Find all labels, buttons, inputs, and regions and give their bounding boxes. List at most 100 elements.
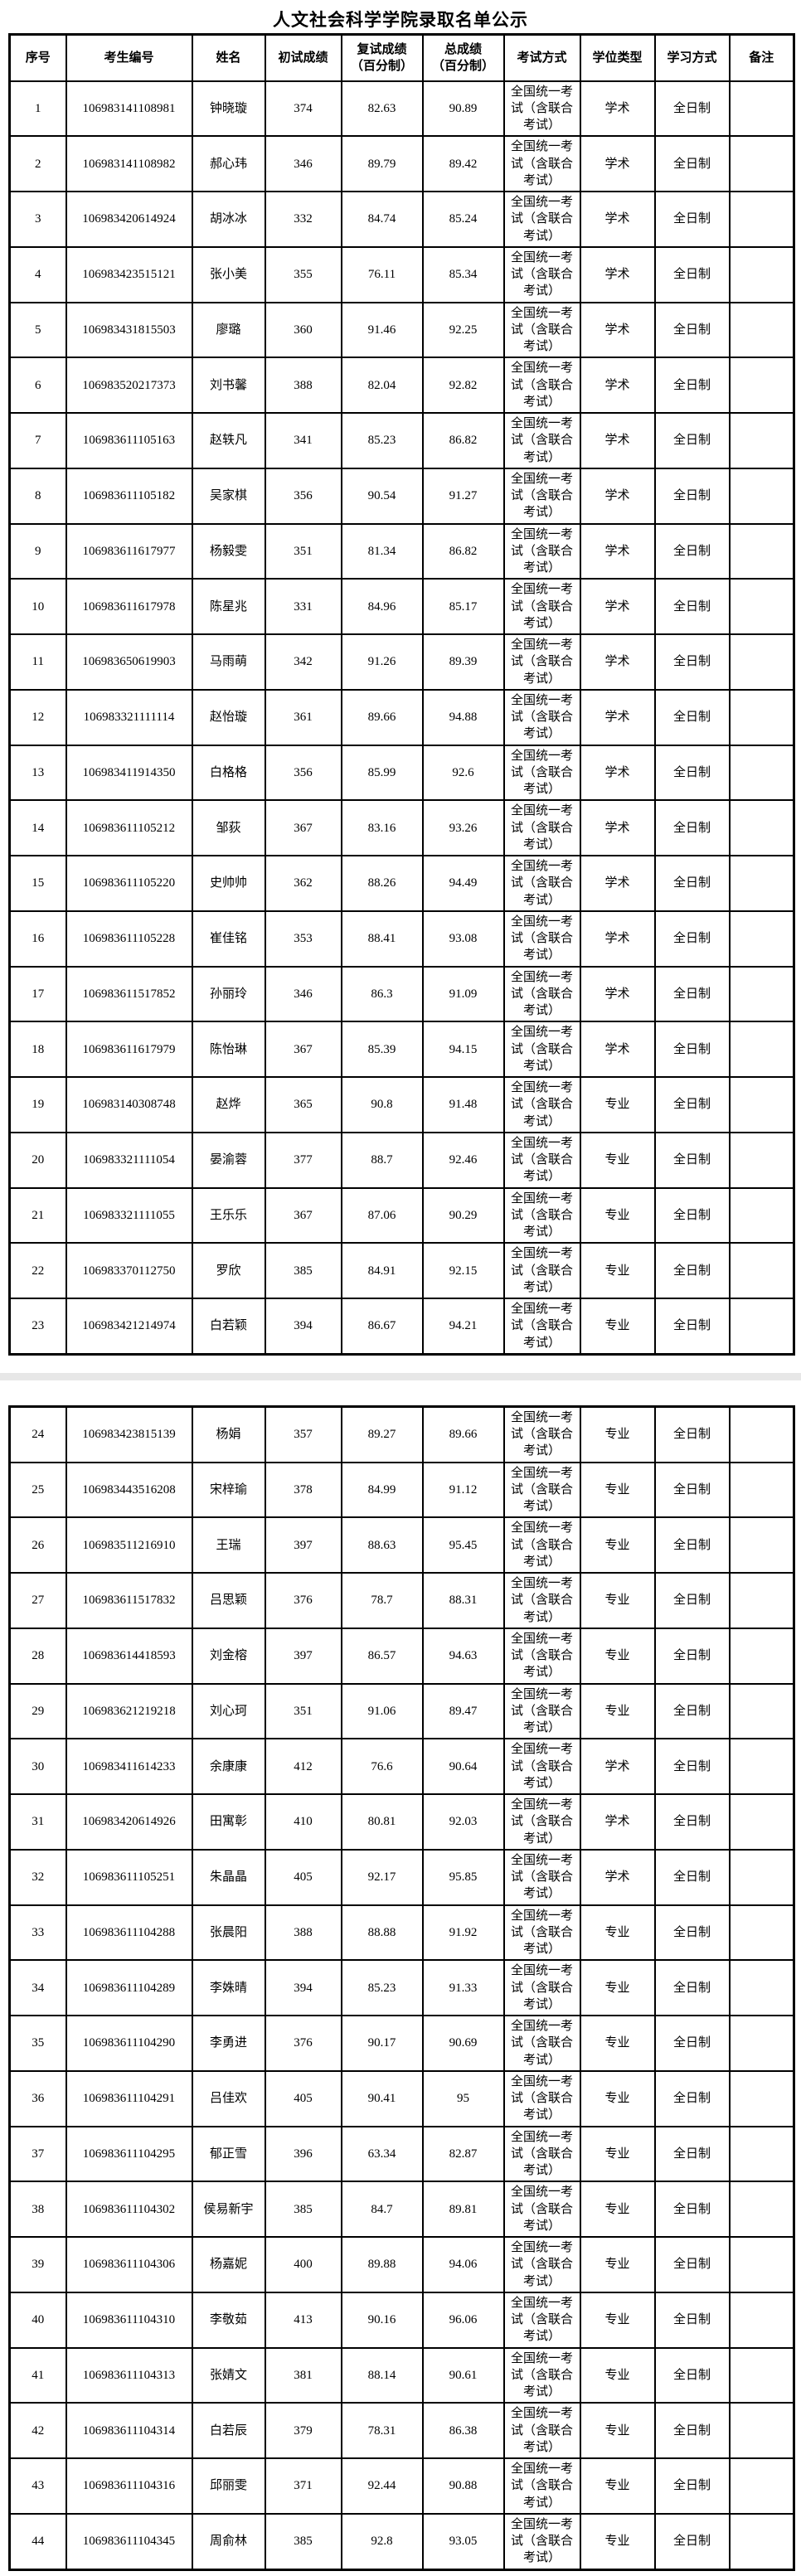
table-row: 44 106983611104345 周俞林 385 92.8 93.05 全国统一考试（含… (8, 2512, 795, 2571)
study-mode-cell: 全日制 (653, 1572, 731, 1629)
exam-method-cell: 全国统一考试（含联合考试） (502, 1131, 581, 1189)
exam-method-cell: 全国统一考试（含联合考试） (502, 1682, 581, 1740)
study-mode-cell: 全日制 (653, 1461, 731, 1519)
serial-cell: 24 (8, 1405, 67, 1463)
serial-cell: 16 (8, 910, 67, 968)
table-row: 28 106983614418593 刘金榕 397 86.57 94.63 全国统一考试（… (8, 1627, 795, 1685)
initial-score-cell: 356 (264, 744, 342, 802)
degree-type-cell: 专业 (579, 2346, 656, 2404)
candidate-id-cell: 106983443516208 (65, 1461, 193, 1519)
total-score-cell: 89.39 (421, 633, 505, 691)
study-mode-cell: 全日制 (653, 799, 731, 856)
exam-method-cell: 全国统一考试（含联合考试） (502, 744, 581, 802)
table-row: 4 106983423515121 张小美 355 76.11 85.34 全国统一考试（含… (8, 245, 795, 303)
remark-cell (728, 578, 795, 635)
serial-cell: 4 (8, 245, 67, 303)
retest-score-cell: 86.67 (340, 1297, 424, 1356)
retest-score-cell: 80.81 (340, 1793, 424, 1851)
serial-cell: 7 (8, 412, 67, 469)
exam-method-cell: 全国统一考试（含联合考试） (502, 2125, 581, 2183)
initial-score-cell: 412 (264, 1738, 342, 1795)
degree-type-cell: 专业 (579, 1186, 656, 1244)
degree-type-cell: 学术 (579, 578, 656, 635)
degree-type-cell: 专业 (579, 1516, 656, 1574)
initial-score-cell: 342 (264, 633, 342, 691)
remark-cell (728, 1848, 795, 1906)
serial-cell: 18 (8, 1021, 67, 1078)
name-cell: 史帅帅 (191, 855, 266, 912)
retest-score-cell: 90.41 (340, 2069, 424, 2127)
total-score-cell: 93.05 (421, 2512, 505, 2571)
initial-score-cell: 362 (264, 855, 342, 912)
header-retest-score: 复试成绩 （百分制） (340, 33, 424, 82)
table-page-2: 24 106983423815139 杨娟 357 89.27 89.66 全国统一考试（含… (0, 1404, 801, 2571)
name-cell: 杨毅雯 (191, 522, 266, 580)
degree-type-cell: 专业 (579, 1131, 656, 1189)
table-row: 1 106983141108981 钟晓璇 374 82.63 90.89 全国统一考试（含… (8, 80, 795, 138)
study-mode-cell: 全日制 (653, 191, 731, 248)
remark-cell (728, 2402, 795, 2459)
initial-score-cell: 378 (264, 1461, 342, 1519)
study-mode-cell: 全日制 (653, 1076, 731, 1133)
study-mode-cell: 全日制 (653, 301, 731, 359)
table-row: 18 106983611617979 陈怡琳 367 85.39 94.15 全国统一考试（… (8, 1021, 795, 1078)
initial-score-cell: 360 (264, 301, 342, 359)
remark-cell (728, 467, 795, 525)
table-row: 27 106983611517832 吕思颖 376 78.7 88.31 全国统一考试（含… (8, 1572, 795, 1629)
bottom-padding (0, 2571, 801, 2576)
retest-score-cell: 82.04 (340, 357, 424, 414)
candidate-id-cell: 106983420614926 (65, 1793, 193, 1851)
initial-score-cell: 396 (264, 2125, 342, 2183)
exam-method-cell: 全国统一考试（含联合考试） (502, 1186, 581, 1244)
study-mode-cell: 全日制 (653, 1242, 731, 1299)
name-cell: 邹荻 (191, 799, 266, 856)
study-mode-cell: 全日制 (653, 2291, 731, 2349)
degree-type-cell: 专业 (579, 2402, 656, 2459)
degree-type-cell: 学术 (579, 135, 656, 192)
study-mode-cell: 全日制 (653, 965, 731, 1023)
remark-cell (728, 1297, 795, 1356)
total-score-cell: 94.15 (421, 1021, 505, 1078)
exam-method-cell: 全国统一考试（含联合考试） (502, 688, 581, 746)
name-cell: 罗欣 (191, 1242, 266, 1299)
degree-type-cell: 专业 (579, 2512, 656, 2571)
study-mode-cell: 全日制 (653, 245, 731, 303)
initial-score-cell: 385 (264, 1242, 342, 1299)
study-mode-cell: 全日制 (653, 688, 731, 746)
retest-score-cell: 85.39 (340, 1021, 424, 1078)
study-mode-cell: 全日制 (653, 1021, 731, 1078)
serial-cell: 10 (8, 578, 67, 635)
table-row: 29 106983621219218 刘心珂 351 91.06 89.47 全国统一考试（… (8, 1682, 795, 1740)
initial-score-cell: 371 (264, 2457, 342, 2515)
study-mode-cell: 全日制 (653, 855, 731, 912)
table-page-1: 序号 考生编号 姓名 初试成绩 复试成绩 （百分制） 总成绩 （百分制） 考试方… (0, 33, 801, 1356)
table-row: 13 106983411914350 白格格 356 85.99 92.6 全国统一考试（含… (8, 744, 795, 802)
table-row: 25 106983443516208 宋梓瑜 378 84.99 91.12 全国统一考试（… (8, 1461, 795, 1519)
table-row: 7 106983611105163 赵轶凡 341 85.23 86.82 全国统一考试（含… (8, 412, 795, 469)
degree-type-cell: 学术 (579, 467, 656, 525)
candidate-id-cell: 106983611104289 (65, 1959, 193, 2016)
serial-cell: 8 (8, 467, 67, 525)
exam-method-cell: 全国统一考试（含联合考试） (502, 1738, 581, 1795)
total-score-cell: 92.46 (421, 1131, 505, 1189)
retest-score-cell: 85.23 (340, 1959, 424, 2016)
name-cell: 白格格 (191, 744, 266, 802)
serial-cell: 1 (8, 80, 67, 138)
exam-method-cell: 全国统一考试（含联合考试） (502, 965, 581, 1023)
remark-cell (728, 1682, 795, 1740)
table-row: 41 106983611104313 张婧文 381 88.14 90.61 全国统一考试（… (8, 2346, 795, 2404)
degree-type-cell: 专业 (579, 2236, 656, 2293)
remark-cell (728, 965, 795, 1023)
study-mode-cell: 全日制 (653, 633, 731, 691)
table-row: 16 106983611105228 崔佳铭 353 88.41 93.08 全国统一考试（… (8, 910, 795, 968)
name-cell: 胡冰冰 (191, 191, 266, 248)
retest-score-cell: 89.27 (340, 1405, 424, 1463)
retest-score-cell: 86.3 (340, 965, 424, 1023)
study-mode-cell: 全日制 (653, 1904, 731, 1962)
name-cell: 周俞林 (191, 2512, 266, 2571)
serial-cell: 32 (8, 1848, 67, 1906)
total-score-cell: 90.69 (421, 2015, 505, 2072)
admission-table-page-2: 24 106983423815139 杨娟 357 89.27 89.66 全国统一考试（含… (8, 1404, 795, 2571)
total-score-cell: 95 (421, 2069, 505, 2127)
candidate-id-cell: 106983611104291 (65, 2069, 193, 2127)
